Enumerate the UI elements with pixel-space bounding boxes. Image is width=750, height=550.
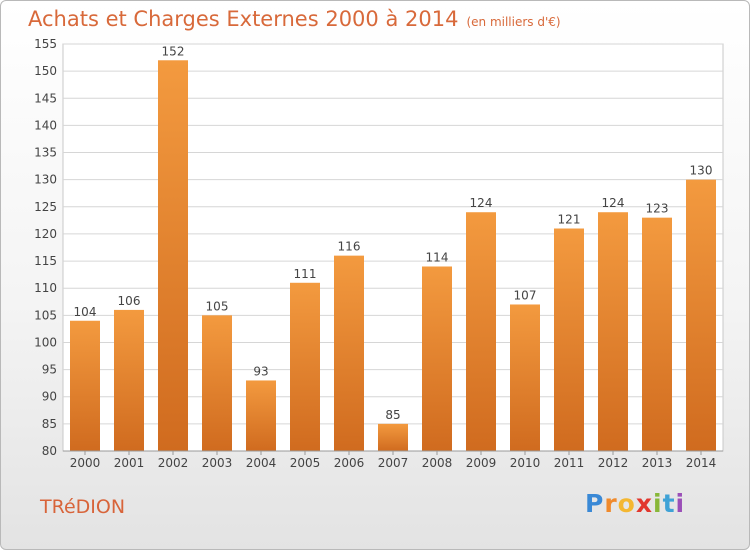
bar	[598, 212, 628, 451]
y-tick-label: 130	[34, 173, 57, 187]
x-tick-label: 2009	[466, 456, 497, 470]
x-tick-label: 2000	[70, 456, 101, 470]
data-label: 123	[646, 202, 669, 216]
y-tick-label: 110	[34, 281, 57, 295]
data-label: 124	[470, 196, 493, 210]
x-tick-label: 2001	[114, 456, 145, 470]
bar	[422, 266, 452, 451]
y-tick-label: 140	[34, 118, 57, 132]
logo-letter: i	[675, 489, 686, 518]
data-label: 124	[602, 196, 625, 210]
data-label: 105	[206, 299, 229, 313]
data-label: 106	[118, 294, 141, 308]
x-tick-label: 2012	[598, 456, 629, 470]
data-label: 114	[426, 250, 449, 264]
y-tick-label: 145	[34, 91, 57, 105]
bar	[158, 60, 188, 451]
y-tick-label: 120	[34, 227, 57, 241]
y-tick-label: 135	[34, 146, 57, 160]
x-tick-label: 2006	[334, 456, 365, 470]
bar	[554, 228, 584, 451]
y-tick-label: 90	[42, 390, 57, 404]
logo-letter: P	[585, 489, 605, 518]
data-label: 104	[74, 305, 97, 319]
logo-letter: t	[662, 489, 676, 518]
chart-unit: (en milliers d'€)	[466, 15, 561, 29]
data-label: 152	[162, 44, 185, 58]
y-tick-label: 85	[42, 417, 57, 431]
bar	[466, 212, 496, 451]
y-tick-label: 155	[34, 37, 57, 51]
y-tick-label: 125	[34, 200, 57, 214]
bar	[246, 380, 276, 451]
x-tick-label: 2010	[510, 456, 541, 470]
logo-letter: r	[604, 489, 618, 518]
x-tick-label: 2005	[290, 456, 321, 470]
data-label: 130	[690, 164, 713, 178]
bar	[686, 179, 716, 451]
bar	[202, 315, 232, 451]
x-tick-label: 2002	[158, 456, 189, 470]
chart-title: Achats et Charges Externes 2000 à 2014 (e…	[28, 7, 561, 31]
x-tick-label: 2008	[422, 456, 453, 470]
bar	[334, 255, 364, 451]
y-tick-label: 100	[34, 335, 57, 349]
data-label: 107	[514, 288, 537, 302]
data-label: 93	[253, 364, 268, 378]
y-tick-label: 115	[34, 254, 57, 268]
bar	[510, 304, 540, 451]
x-tick-label: 2011	[554, 456, 585, 470]
logo-letter: i	[653, 489, 663, 518]
commune-name: TRéDION	[40, 496, 126, 518]
y-tick-label: 105	[34, 308, 57, 322]
logo-letter: o	[617, 489, 636, 518]
data-label: 121	[558, 213, 581, 227]
y-tick-label: 95	[42, 363, 57, 377]
bar	[290, 282, 320, 451]
chart-title-text: Achats et Charges Externes 2000 à 2014	[28, 7, 459, 31]
bar	[114, 309, 144, 451]
x-tick-label: 2003	[202, 456, 233, 470]
x-tick-label: 2014	[686, 456, 717, 470]
data-label: 85	[385, 408, 400, 422]
proxiti-logo: Proxiti	[585, 489, 685, 518]
data-label: 111	[294, 267, 317, 281]
x-tick-label: 2004	[246, 456, 277, 470]
bar	[642, 217, 672, 451]
x-tick-label: 2007	[378, 456, 409, 470]
y-tick-label: 150	[34, 64, 57, 78]
bar	[378, 423, 408, 451]
bar	[70, 320, 100, 451]
x-tick-label: 2013	[642, 456, 673, 470]
data-label: 116	[338, 240, 361, 254]
logo-letter: x	[635, 489, 653, 518]
y-tick-label: 80	[42, 444, 57, 458]
